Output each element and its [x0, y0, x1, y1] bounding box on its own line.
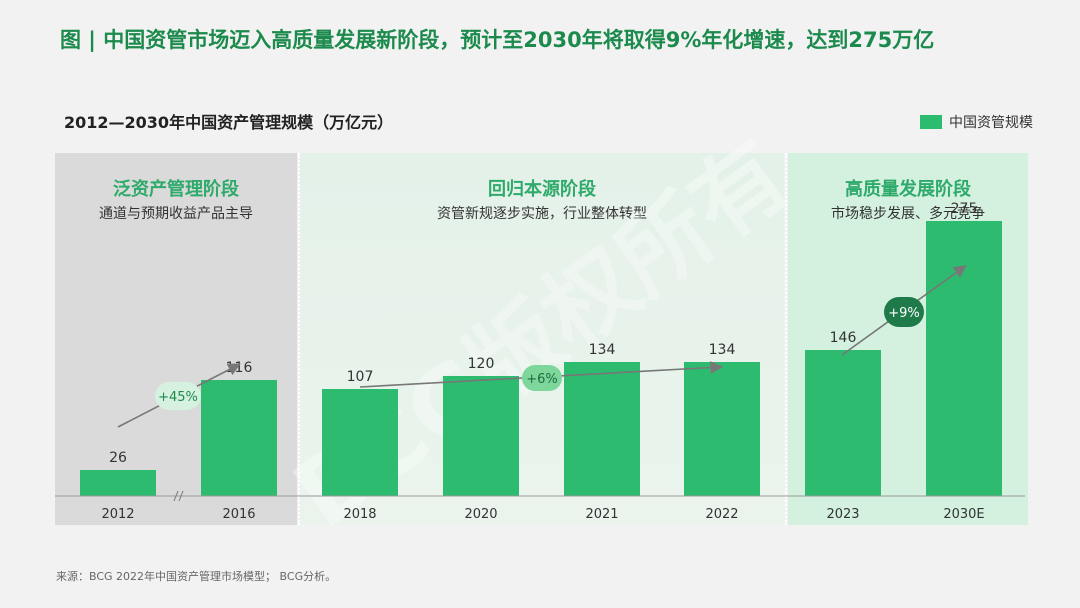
growth-badge-1: [155, 382, 201, 410]
source-footnote: 来源：BCG 2022年中国资产管理市场模型； BCG分析。: [56, 570, 337, 583]
data-label-2020: 120: [468, 356, 495, 372]
bar-2022: [684, 362, 760, 496]
bar-2023: [805, 350, 881, 496]
phase-title-2: 回归本源阶段: [488, 179, 596, 200]
x-tick-2020: 2020: [464, 507, 497, 522]
phase-panel-1: 泛资产管理阶段 通道与预期收益产品主导: [55, 153, 297, 525]
page-title: 图 | 中国资管市场迈入高质量发展新阶段，预计至2030年将取得9%年化增速，达…: [60, 28, 935, 52]
phase-divider-2: [785, 153, 787, 525]
data-label-2012: 26: [109, 450, 127, 466]
bar-2012: [80, 470, 156, 496]
data-label-2021: 134: [589, 342, 616, 358]
phase-desc-2: 资管新规逐步实施，行业整体转型: [437, 206, 647, 222]
bar-2020: [443, 376, 519, 496]
bar-2021: [564, 362, 640, 496]
phase-desc-3: 市场稳步发展、多元竞争: [831, 206, 985, 222]
x-tick-2018: 2018: [343, 507, 376, 522]
bar-2030E: [926, 221, 1002, 496]
bar-2016: [201, 380, 277, 496]
legend-label: 中国资管规模: [949, 115, 1033, 131]
growth-label-1: +45%: [158, 390, 198, 405]
bar-2018: [322, 389, 398, 496]
growth-label-3: +9%: [888, 306, 920, 321]
growth-label-2: +6%: [526, 372, 558, 387]
legend-swatch: [920, 115, 942, 129]
growth-badge-2: [522, 365, 562, 391]
x-tick-2021: 2021: [585, 507, 618, 522]
x-tick-2016: 2016: [222, 507, 255, 522]
growth-badge-3: [884, 297, 924, 327]
x-tick-2023: 2023: [826, 507, 859, 522]
x-tick-2030E: 2030E: [943, 507, 984, 522]
axis-break-mark-1: [173, 490, 179, 502]
phase-desc-1: 通道与预期收益产品主导: [99, 206, 253, 222]
axis-break-mark-2: [178, 490, 184, 502]
data-label-2022: 134: [709, 342, 736, 358]
data-label-2016: 116: [226, 360, 253, 376]
x-tick-2012: 2012: [101, 507, 134, 522]
data-label-2030E: 275: [951, 201, 978, 217]
phase-title-1: 泛资产管理阶段: [113, 179, 239, 200]
legend: 中国资管规模: [920, 112, 1033, 132]
phase-divider-1: [298, 153, 300, 525]
x-tick-2022: 2022: [705, 507, 738, 522]
data-label-2018: 107: [347, 369, 374, 385]
phase-title-3: 高质量发展阶段: [845, 179, 971, 200]
data-label-2023: 146: [830, 330, 857, 346]
chart-subtitle: 2012—2030年中国资产管理规模（万亿元）: [64, 113, 394, 132]
